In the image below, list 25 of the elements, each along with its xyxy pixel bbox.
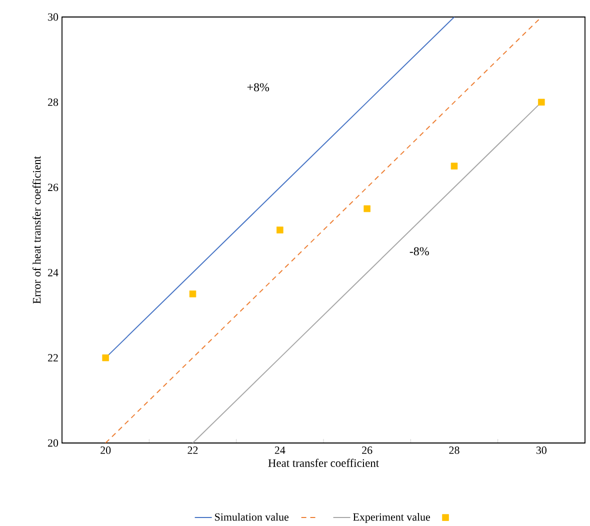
annotation: +8% (247, 83, 270, 92)
x-tick-label: 30 (536, 446, 546, 454)
y-tick-label: 24 (48, 268, 58, 276)
x-tick-label: 22 (188, 446, 198, 454)
x-tick-label: 24 (274, 446, 286, 454)
y-tick-label: 30 (48, 13, 58, 21)
x-tick-label: 26 (362, 446, 372, 454)
point (276, 226, 284, 234)
x-tick-label: 20 (100, 446, 111, 454)
x-axis-title: Heat transfer coefficient (268, 458, 379, 467)
x-tick-label: 28 (449, 446, 460, 454)
annotation: -8% (410, 247, 429, 256)
legend-label: Experiment value (353, 512, 430, 523)
point (102, 354, 109, 362)
point (538, 98, 545, 106)
y-tick-label: 20 (48, 439, 58, 447)
y-tick-label: 28 (48, 98, 58, 106)
y-axis-title: Error of heat transfer coefficient (32, 156, 41, 304)
point (189, 290, 196, 298)
point (450, 162, 458, 170)
y-tick-label: 22 (48, 354, 58, 362)
line-series (105, 16, 542, 443)
legend-label: Simulation value (215, 512, 289, 521)
point (364, 205, 370, 212)
y-tick-label: 26 (48, 184, 58, 192)
